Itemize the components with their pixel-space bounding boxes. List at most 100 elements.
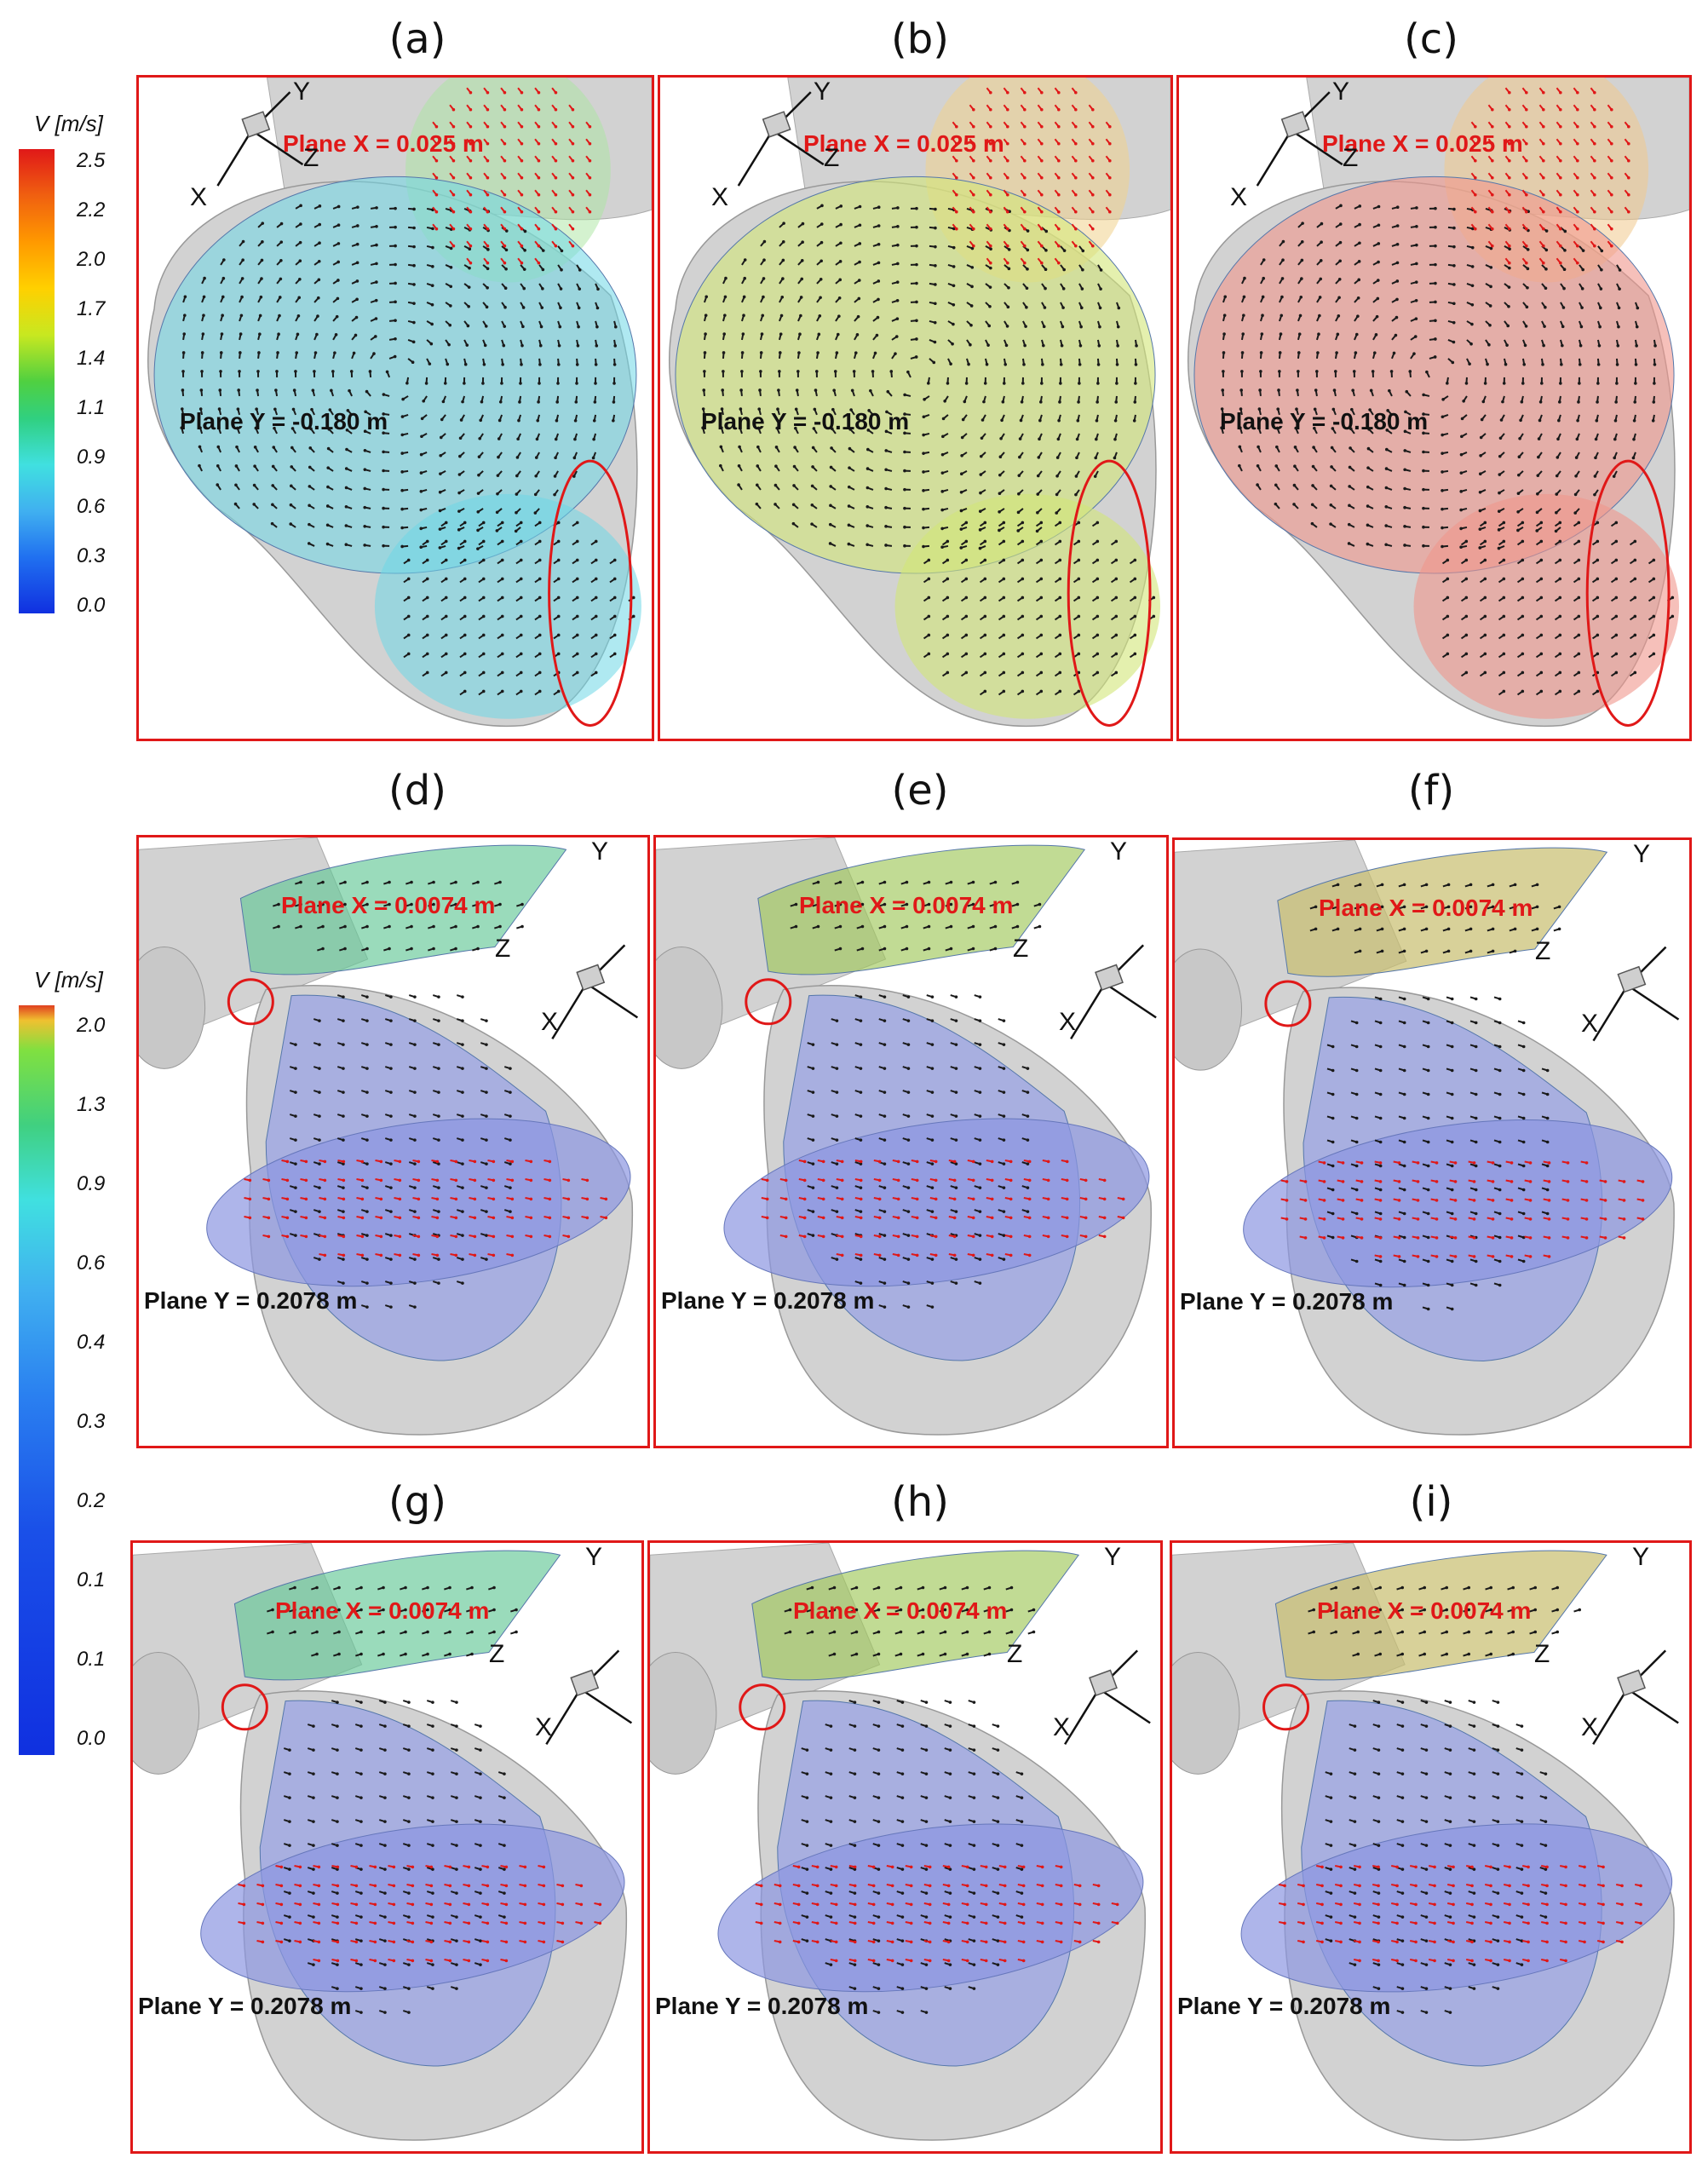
vector-arrowhead <box>444 558 448 562</box>
vector-arrowhead <box>1574 456 1579 459</box>
vector-arrowhead <box>952 284 956 288</box>
axis-label-x: X <box>190 183 208 211</box>
vector-arrowhead <box>500 652 504 656</box>
vector-arrowhead <box>1002 652 1006 656</box>
vector-arrowhead <box>323 1216 327 1220</box>
vector-arrowhead <box>1280 277 1285 280</box>
vector-arrowhead <box>1433 355 1437 359</box>
vector-arrowhead <box>365 1091 369 1094</box>
vector-arrowhead <box>704 314 708 317</box>
vector-arrowhead <box>1096 400 1099 404</box>
vector-arrowhead <box>1434 319 1437 323</box>
vector-arrowhead <box>612 614 617 619</box>
vector-arrowhead <box>1498 1021 1502 1025</box>
triad-x-axis <box>551 982 588 1040</box>
vector-arrowhead <box>1521 1116 1526 1120</box>
vector-arrowhead <box>1043 306 1047 309</box>
vector-arrowhead <box>1559 107 1562 112</box>
vector-arrowhead <box>180 426 184 429</box>
vector-arrowhead <box>556 539 561 544</box>
vector-arrowhead <box>437 1162 440 1165</box>
vector-arrowhead <box>877 1197 882 1201</box>
vector-arrowhead <box>321 880 325 884</box>
vector-arrowhead <box>1596 689 1600 693</box>
vector-arrowhead <box>486 210 490 214</box>
vector-arrowhead <box>613 325 618 329</box>
vector-arrowhead <box>1384 505 1389 509</box>
vector-arrowhead <box>1096 539 1100 544</box>
vector-arrowhead <box>983 539 987 544</box>
vector-arrowhead <box>577 325 580 329</box>
vector-arrowhead <box>940 508 944 512</box>
vector-arrowhead <box>1502 577 1506 581</box>
vector-arrowhead <box>1535 510 1539 515</box>
vector-arrowhead <box>1000 418 1004 423</box>
vector-arrowhead <box>594 577 598 581</box>
vector-arrowhead <box>906 1305 911 1309</box>
vector-arrowhead <box>1544 286 1548 291</box>
vector-arrowhead <box>840 1197 844 1201</box>
triad-x-axis <box>1256 129 1292 187</box>
vector-arrowhead <box>1009 1234 1013 1239</box>
vector-arrowhead <box>1424 883 1429 887</box>
vector-arrowhead <box>971 1178 975 1183</box>
vector-arrowhead <box>989 210 992 214</box>
vector-arrowhead <box>1062 249 1067 252</box>
vector-arrowhead <box>1474 227 1477 231</box>
vector-arrowhead <box>326 446 331 451</box>
vector-arrowhead <box>930 1210 935 1213</box>
vector-arrowhead <box>473 1253 477 1257</box>
vector-arrowhead <box>978 1114 982 1118</box>
vector-arrowhead <box>1579 325 1584 329</box>
vector-arrowhead <box>1002 1114 1006 1118</box>
vector-arrowhead <box>379 1216 383 1220</box>
vector-arrowhead <box>451 210 456 214</box>
vector-arrowhead <box>473 1178 477 1183</box>
vector-arrowhead <box>1026 229 1030 233</box>
vector-arrowhead <box>877 297 880 302</box>
vector-arrowhead <box>811 1234 815 1237</box>
vector-arrowhead <box>389 1234 393 1237</box>
vector-arrowhead <box>1612 475 1616 478</box>
vector-arrowhead <box>1376 279 1380 282</box>
vector-arrowhead <box>520 107 524 112</box>
vector-arrowhead <box>1452 207 1456 211</box>
vector-arrowhead <box>859 1091 863 1094</box>
vector-arrowhead <box>1426 1140 1430 1144</box>
vector-arrowhead <box>1056 437 1061 441</box>
vector-arrowhead <box>503 141 507 146</box>
vector-arrowhead <box>883 1257 887 1261</box>
vector-arrowhead <box>454 902 457 906</box>
vector-arrowhead <box>1403 486 1406 491</box>
vector-arrowhead <box>1537 437 1541 440</box>
vector-arrowhead <box>538 596 542 600</box>
vector-arrowhead <box>979 454 983 458</box>
vector-arrowhead <box>837 296 842 300</box>
vector-arrowhead <box>983 558 987 562</box>
vector-arrowhead <box>721 388 724 392</box>
vector-arrowhead <box>439 435 443 440</box>
vector-arrowhead <box>960 435 964 440</box>
vector-arrowhead <box>1521 1259 1526 1263</box>
vector-arrowhead <box>1478 509 1482 513</box>
vector-arrowhead <box>428 362 432 365</box>
vector-arrowhead <box>296 314 301 318</box>
vector-arrowhead <box>1596 633 1600 637</box>
vector-arrowhead <box>946 670 950 675</box>
vector-arrowhead <box>477 455 481 458</box>
vector-arrowhead <box>279 277 283 281</box>
vector-arrowhead <box>999 436 1003 440</box>
vector-arrowhead <box>1074 158 1078 163</box>
vector-arrowhead <box>1474 193 1477 197</box>
vector-arrowhead <box>811 1067 815 1070</box>
panel-scene <box>1187 78 1689 728</box>
vector-arrowhead <box>463 521 467 525</box>
vector-arrowhead <box>556 689 561 693</box>
vector-arrowhead <box>877 205 881 209</box>
vector-arrowhead <box>571 227 575 231</box>
vector-arrowhead <box>1558 689 1562 693</box>
panel-scene <box>139 837 639 1436</box>
vector-arrowhead <box>1544 305 1547 309</box>
vector-arrowhead <box>1300 258 1304 262</box>
vector-arrowhead <box>1451 360 1455 365</box>
